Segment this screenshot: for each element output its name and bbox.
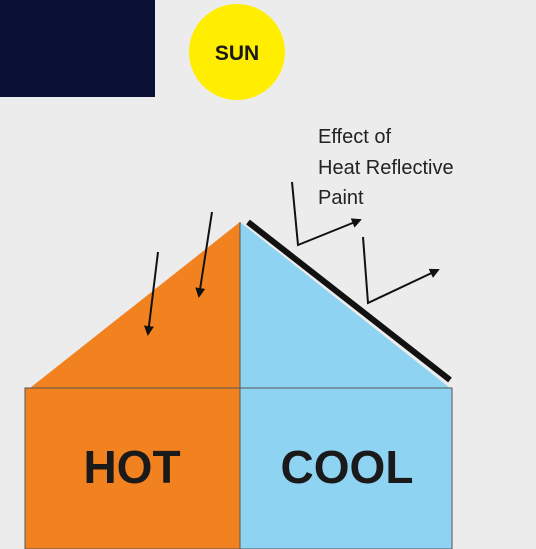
sun-label: SUN: [215, 42, 259, 65]
annotation-line: Paint: [318, 187, 364, 209]
page: {"sun": {"label": "SUN"}, "annotation": …: [0, 0, 536, 549]
annotation-line: Heat Reflective: [318, 157, 454, 179]
diagram: SUN Effect of Heat Reflective Paint HOT …: [0, 0, 536, 549]
hot-label: HOT: [83, 441, 180, 493]
annotation-line: Effect of: [318, 126, 391, 148]
cool-label: COOL: [281, 441, 414, 493]
header-box: [0, 0, 155, 97]
